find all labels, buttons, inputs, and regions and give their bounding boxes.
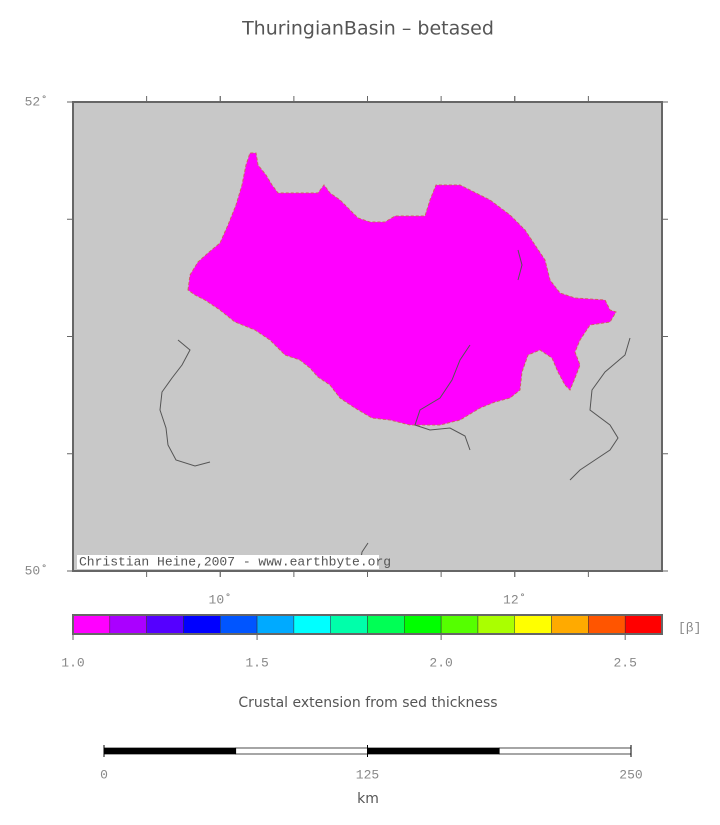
colorbar-swatch [477,614,515,635]
credit: Christian Heine,2007 - www.earthbyte.org [79,554,391,569]
colorbar-tick-label: 2.0 [429,655,452,670]
colorbar-swatch [183,614,221,635]
colorbar-swatch [588,614,626,635]
colorbar-swatch [551,614,589,635]
scalebar-segment [367,747,500,755]
scalebar-segment [103,747,237,755]
colorbar-swatch [256,614,295,635]
title: ThuringianBasin – betased [241,18,494,40]
river [569,337,631,481]
colorbar-tick-label: 1.0 [61,655,84,670]
lon-label: 10˚ [209,592,232,607]
river [414,344,471,451]
colorbar-unit: [β] [678,620,701,635]
river [159,339,211,467]
scalebar-tick-label: 0 [100,767,108,782]
scalebar-segment [235,747,368,755]
colorbar-swatch [514,614,552,635]
colorbar-swatch [72,614,111,635]
colorbar-swatch [404,614,442,635]
scalebar-tick-label: 125 [356,767,379,782]
colorbar-swatch [624,614,663,635]
scalebar-tick-label: 250 [619,767,642,782]
colorbar-swatch [220,614,258,635]
colorbar-swatch [330,614,368,635]
lat-label: 52˚ [25,94,48,109]
colorbar-border [72,614,663,635]
colorbar-swatch [109,614,147,635]
scalebar-segment [498,747,632,755]
colorbar-tick-label: 2.5 [613,655,636,670]
colorbar-tick-label: 1.5 [245,655,268,670]
colorbar-swatch [146,614,184,635]
credit-box [77,555,379,569]
lon-label: 12˚ [503,592,526,607]
colorbar-caption: Crustal extension from sed thickness [238,695,497,711]
colorbar-swatch [293,614,331,635]
lat-label: 50˚ [25,563,48,578]
colorbar-swatch [367,614,405,635]
river [517,249,523,281]
scalebar-unit: km [357,791,379,807]
colorbar-swatch [440,614,479,635]
basin-area [187,152,617,426]
rivers [159,249,631,566]
